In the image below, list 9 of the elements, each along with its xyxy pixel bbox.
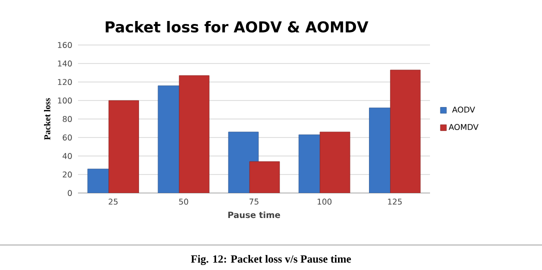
x-axis-title: Pause time <box>228 212 280 218</box>
chart-title: Packet loss for AODV & AOMDV <box>106 20 368 33</box>
y-axis-title: Packet loss <box>44 98 50 140</box>
bar <box>320 132 350 193</box>
bar <box>108 100 139 193</box>
bar <box>249 161 280 193</box>
bar <box>178 75 210 193</box>
caption: Fig. 12: Packet loss v/s Pause time <box>190 255 351 266</box>
bar <box>390 70 421 193</box>
